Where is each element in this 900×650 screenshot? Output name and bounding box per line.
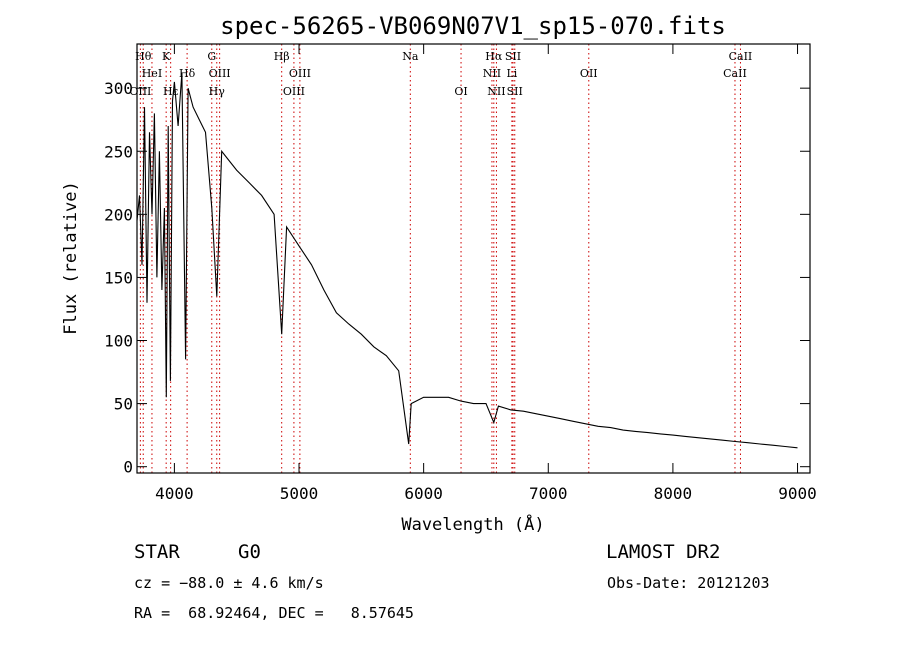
x-tick-label-4: 8000 — [654, 484, 693, 503]
spectrum-series-line — [136, 72, 798, 449]
y-tick-label-0: 0 — [123, 458, 133, 477]
redshift-velocity: cz = −88.0 ± 4.6 km/s — [134, 574, 324, 592]
object-class: STAR — [134, 541, 180, 563]
line-label-15: SII — [505, 50, 521, 63]
line-label-0: Hθ — [135, 50, 152, 63]
x-tick-label-1: 5000 — [280, 484, 319, 503]
y-axis-label: Flux (relative) — [61, 181, 81, 335]
x-tick-label-2: 6000 — [404, 484, 443, 503]
x-axis-ticks: 4000 5000 6000 7000 8000 9000 — [155, 44, 817, 503]
survey-name: LAMOST DR2 — [606, 541, 721, 563]
line-label-16: NII — [483, 67, 501, 80]
x-tick-label-3: 7000 — [529, 484, 568, 503]
x-tick-label-0: 4000 — [155, 484, 194, 503]
line-label-13: OI — [454, 85, 467, 98]
x-axis-label: Wavelength (Å) — [401, 513, 544, 535]
line-label-2: HeI — [142, 67, 162, 80]
sky-coordinates: RA = 68.92464, DEC = 8.57645 — [134, 604, 414, 622]
line-label-12: Na — [402, 50, 419, 63]
line-label-9: Hβ — [274, 50, 290, 63]
object-subclass: G0 — [238, 541, 261, 563]
spectral-line-markers — [139, 44, 741, 473]
line-label-10: OIII — [289, 67, 311, 80]
y-tick-label-5: 250 — [104, 142, 133, 161]
line-label-17: Li — [506, 67, 517, 80]
line-label-1: K — [162, 50, 171, 63]
line-label-8: Hγ — [209, 85, 226, 98]
line-label-19: SII — [507, 85, 523, 98]
y-axis-ticks: 0 50 100 150 200 250 300 — [104, 79, 810, 477]
line-label-11: OIII — [283, 85, 305, 98]
y-tick-label-2: 100 — [104, 332, 133, 351]
line-label-18: NII — [487, 85, 505, 98]
line-label-7: OIII — [209, 67, 231, 80]
x-tick-label-5: 9000 — [778, 484, 817, 503]
y-tick-label-3: 150 — [104, 268, 133, 287]
line-label-21: CaII — [729, 50, 753, 63]
line-label-3: Hδ — [179, 67, 196, 80]
line-label-20: OII — [580, 67, 598, 80]
line-label-14: Hα — [485, 50, 503, 63]
line-label-6: G — [207, 50, 216, 63]
line-label-22: CaII — [723, 67, 747, 80]
observation-date: Obs-Date: 20121203 — [607, 574, 770, 592]
plot-frame — [136, 43, 811, 474]
line-label-5: Hε — [163, 85, 179, 98]
y-tick-label-6: 300 — [104, 79, 133, 98]
chart-title: spec-56265-VB069N07V1_sp15-070.fits — [220, 12, 726, 40]
y-tick-label-1: 50 — [114, 395, 133, 414]
y-tick-label-4: 200 — [104, 205, 133, 224]
